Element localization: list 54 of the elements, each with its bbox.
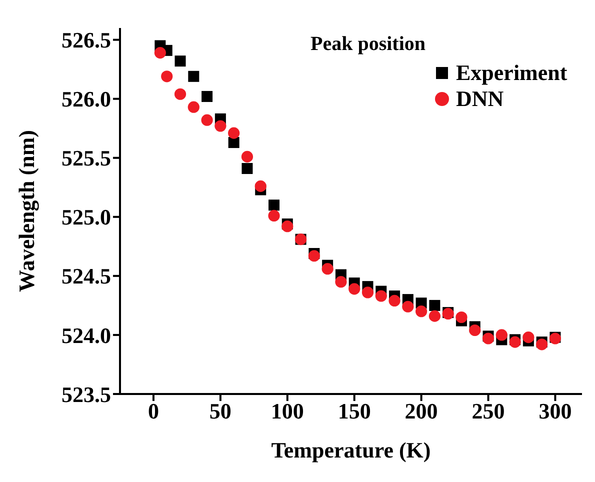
y-tick-label: 526.0 [62, 86, 111, 112]
point [202, 90, 213, 102]
x-tick-label: 250 [472, 398, 505, 424]
point [154, 46, 166, 59]
point [254, 180, 266, 192]
x-tick-label: 150 [338, 398, 371, 424]
point [509, 336, 521, 348]
point [429, 300, 440, 311]
x-tick-label: 300 [538, 398, 572, 424]
point [188, 101, 200, 113]
point [402, 300, 414, 312]
point [228, 137, 240, 148]
point [469, 324, 481, 336]
y-tick-label: 525.5 [62, 146, 111, 171]
point [335, 276, 347, 288]
y-tick-label: 525.0 [62, 204, 111, 230]
point [348, 283, 360, 295]
point [174, 88, 186, 100]
x-tick-label: 50 [209, 398, 232, 424]
point [201, 114, 213, 126]
point [228, 127, 240, 139]
y-tick-label: 523.5 [62, 382, 111, 407]
chart-title: Peak position [310, 33, 426, 55]
y-tick-label: 524.0 [62, 322, 111, 348]
legend-label: DNN [456, 86, 504, 112]
point [456, 311, 468, 324]
point [174, 56, 186, 67]
point [161, 70, 173, 82]
x-tick-label: 0 [148, 398, 159, 424]
point [322, 263, 334, 275]
point [522, 332, 534, 344]
point [388, 294, 400, 307]
point [268, 200, 280, 211]
y-axis-title: Wavelength (nm) [14, 130, 39, 292]
x-axis-title: Temperature (K) [271, 438, 431, 463]
legend-label: Experiment [456, 60, 568, 86]
point [375, 290, 387, 302]
point [268, 210, 280, 222]
point [482, 332, 494, 344]
point [241, 150, 254, 162]
point [282, 220, 294, 232]
x-tick-label: 200 [404, 398, 438, 424]
point [188, 70, 200, 82]
point [308, 250, 320, 262]
point [214, 120, 226, 132]
point [536, 338, 548, 350]
x-tick-label: 100 [270, 398, 304, 424]
point [496, 329, 508, 341]
y-tick-label: 526.5 [62, 28, 111, 53]
point [416, 306, 428, 318]
point [242, 162, 253, 174]
y-tick-label: 524.5 [62, 264, 111, 289]
point [428, 310, 440, 322]
point [362, 286, 374, 298]
